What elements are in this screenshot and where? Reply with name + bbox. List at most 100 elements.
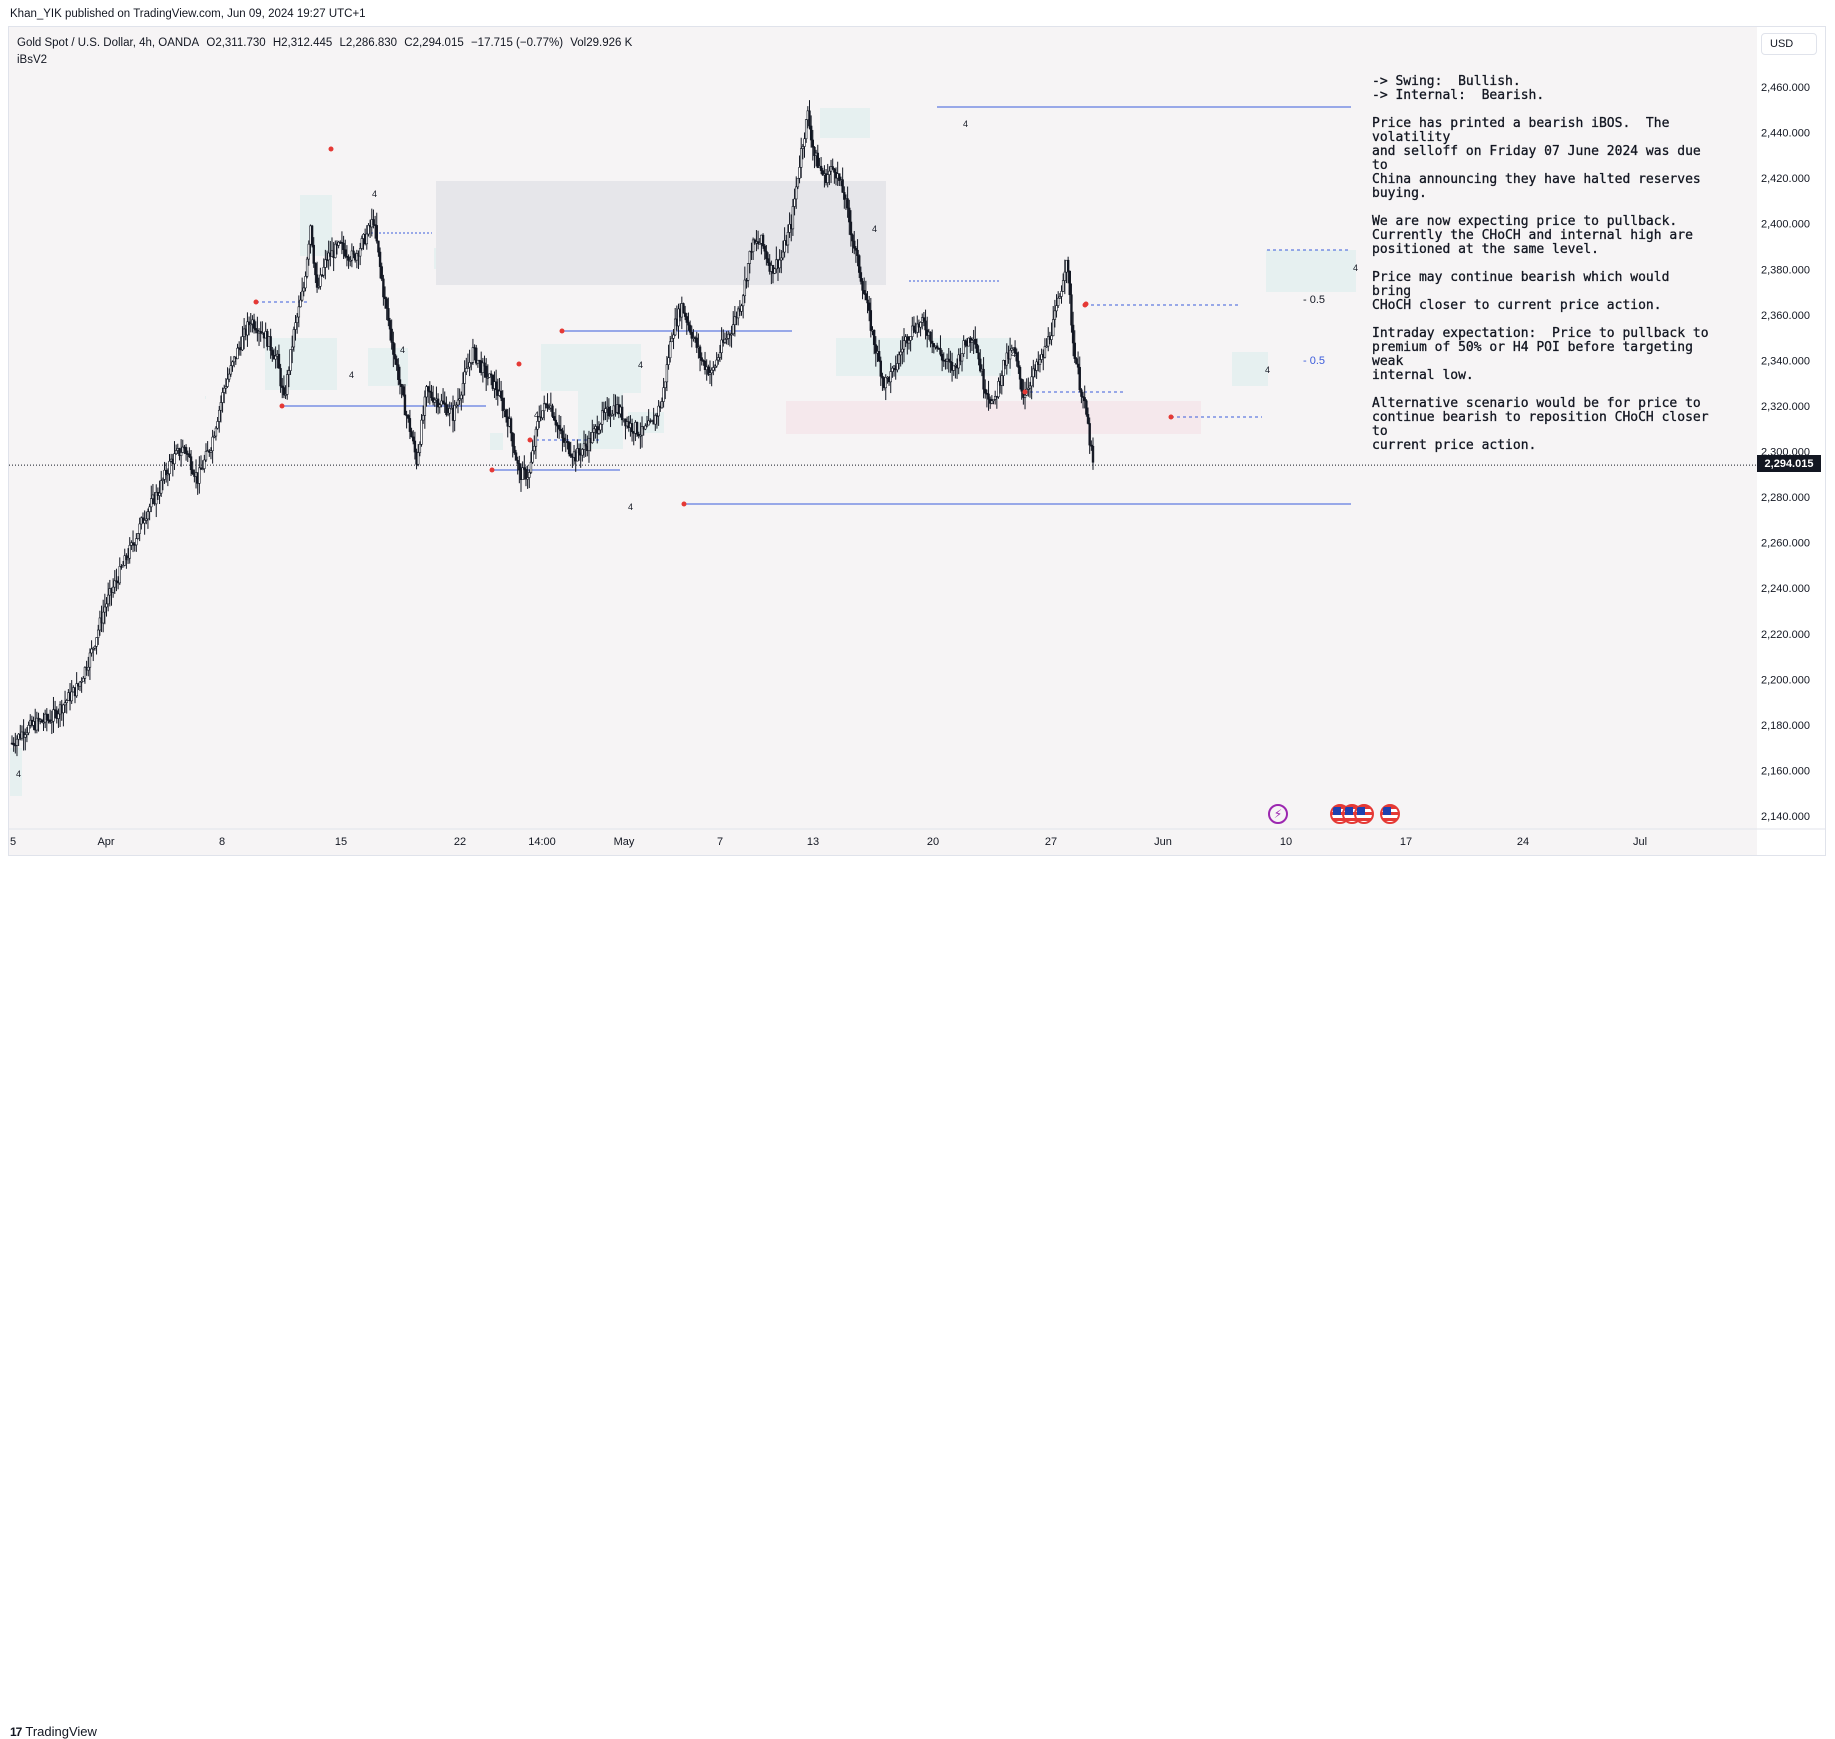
candle-body [324, 259, 327, 268]
candle-body [232, 356, 236, 363]
candle-body [700, 357, 703, 361]
lightning-icon[interactable]: ⚡ [1268, 804, 1288, 824]
candle-body [410, 431, 413, 438]
candle-body [90, 648, 93, 654]
candle-body [698, 346, 702, 358]
candle-body [733, 316, 737, 325]
candle-body [241, 336, 244, 351]
x-tick-label: 5 [10, 836, 16, 848]
candle-body [640, 426, 644, 436]
candle-body [126, 557, 130, 561]
candle-body [690, 331, 693, 339]
candle-body [52, 709, 55, 722]
high-value: H2,312.445 [272, 37, 333, 49]
candle-body [635, 422, 639, 435]
candle-body [1002, 360, 1005, 376]
candle-body [639, 434, 642, 437]
candle-body [62, 704, 65, 714]
candle-body [461, 383, 465, 396]
candle-body [466, 366, 470, 369]
candle-body [103, 606, 107, 613]
candle-body [911, 325, 914, 337]
candle-body [849, 221, 853, 236]
candle-body [65, 700, 68, 703]
candle-body [1018, 367, 1022, 380]
candle-body [201, 468, 204, 470]
candle-body [647, 420, 650, 426]
candle-body [310, 225, 314, 246]
zone-count-label: 4 [1011, 349, 1016, 359]
candle-body [854, 247, 858, 251]
note-structure: -> Swing: Bullish. -> Internal: Bearish. [1372, 74, 1545, 103]
candle-body [645, 424, 649, 427]
candle-body [1047, 336, 1050, 347]
candle-body [441, 400, 445, 404]
candle-body [536, 421, 539, 430]
candle-body [178, 448, 181, 456]
tradingview-logo[interactable]: 17 TradingView [10, 1724, 97, 1739]
swing-point [681, 501, 687, 507]
candle-body [385, 298, 388, 309]
chart-canvas[interactable]: 4 4 4 4 4 4 4 4 4 4 4 4 - 0.5 - 0.5 2,140.000 2,160.000… [0, 0, 1835, 891]
candle-body [284, 394, 287, 396]
candle-body [796, 177, 800, 188]
candle-body [607, 406, 611, 417]
candle-body [1055, 305, 1058, 312]
candle-body [1080, 389, 1083, 397]
swing-point [489, 467, 495, 473]
candle-body [164, 469, 168, 476]
candle-body [544, 403, 548, 406]
candle-body [727, 333, 730, 339]
candle-body [277, 353, 281, 369]
us-flag-icon[interactable] [1380, 804, 1400, 824]
candle-body [448, 408, 451, 414]
candle-body [488, 373, 491, 378]
zone-count-label: 4 [1265, 365, 1270, 375]
candle-body [730, 333, 733, 336]
brand-name: TradingView [25, 1724, 97, 1739]
candle-body [582, 443, 586, 450]
candle-body [909, 336, 912, 341]
candle-body [209, 450, 213, 453]
symbol-legend: Gold Spot / U.S. Dollar, 4h, OANDA O2,31… [17, 35, 636, 69]
swing-point [516, 361, 522, 367]
candle-body [412, 436, 415, 442]
candle-body [292, 329, 296, 348]
candle-body [562, 437, 566, 443]
us-flag-icon[interactable] [1354, 804, 1374, 824]
candle-body [604, 408, 607, 413]
candle-body [707, 366, 710, 375]
candle-body [179, 452, 183, 456]
candle-body [743, 279, 747, 297]
y-tick-label: 2,240.000 [1761, 583, 1810, 595]
candle-body [455, 404, 458, 407]
candle-body [360, 238, 364, 249]
candle-body [218, 409, 221, 422]
candle-body [438, 404, 441, 408]
last-price-badge: 2,294.015 [1757, 455, 1821, 472]
candle-body [601, 410, 604, 425]
x-tick-label: 10 [1280, 836, 1292, 848]
candle-body [566, 441, 569, 443]
y-tick-label: 2,340.000 [1761, 355, 1810, 367]
candle-body [872, 329, 876, 345]
candle-body [1053, 310, 1057, 320]
change-value: −17.715 (−0.77%) [470, 37, 564, 49]
symbol-name[interactable]: Gold Spot / U.S. Dollar, 4h, OANDA [17, 37, 200, 49]
candle-body [337, 241, 340, 246]
candle-body [683, 312, 687, 317]
poi-zone [786, 401, 1201, 434]
poi-zone [1266, 250, 1356, 292]
candle-body [534, 428, 538, 447]
candle-body [809, 125, 813, 141]
candle-body [521, 467, 524, 480]
candle-body [70, 691, 73, 702]
candle-body [375, 225, 378, 242]
candle-body [795, 186, 798, 200]
economic-events[interactable] [1330, 804, 1400, 824]
currency-button[interactable]: USD [1761, 33, 1817, 55]
candle-body [88, 652, 92, 668]
candle-body [1000, 375, 1004, 386]
candle-body [685, 316, 688, 323]
indicator-name[interactable]: iBsV2 [17, 54, 48, 66]
